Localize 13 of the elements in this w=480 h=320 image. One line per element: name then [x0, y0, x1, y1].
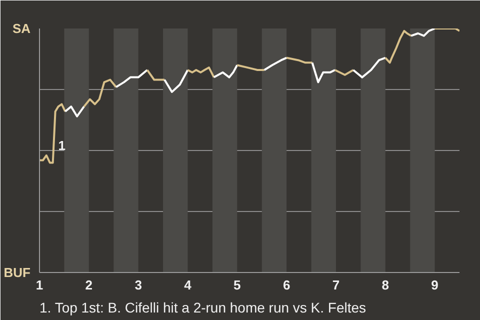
text: BUF — [4, 265, 31, 280]
x-tick-label: 3 — [134, 278, 142, 292]
x-tick-label: 6 — [282, 278, 290, 292]
x-tick-label: 1 — [36, 278, 44, 292]
x-tick-label: 4 — [184, 278, 192, 292]
text: 1. Top 1st: B. Cifelli hit a 2-run home run vs K. Feltes — [40, 300, 366, 316]
text: SA — [12, 21, 32, 36]
annotation: 1 — [58, 138, 66, 154]
x-tick-label: 5 — [234, 278, 241, 292]
x-tick-label: 7 — [332, 278, 340, 292]
x-tick-label: 9 — [431, 278, 438, 292]
x-tick-label: 8 — [382, 278, 389, 292]
x-tick-label: 2 — [85, 278, 93, 292]
